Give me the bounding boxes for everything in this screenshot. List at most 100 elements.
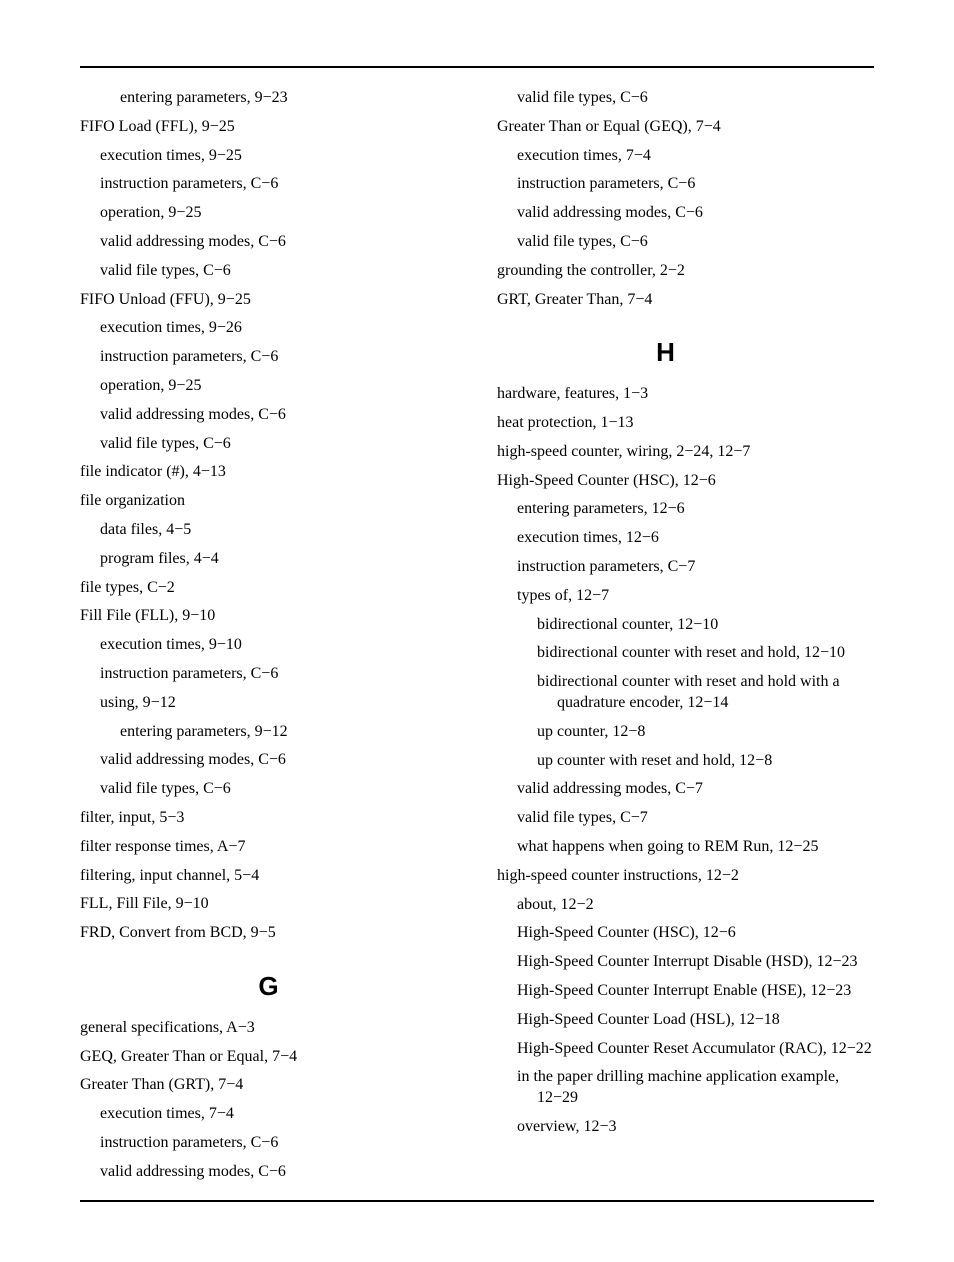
index-line: GEQ, Greater Than or Equal, 7−4	[80, 1047, 457, 1068]
index-line: in the paper drilling machine applicatio…	[497, 1067, 874, 1109]
left-group: Fill File (FLL), 9−10 execution times, 9−…	[80, 606, 457, 800]
index-line: instruction parameters, C−7	[497, 557, 874, 578]
index-line: overview, 12−3	[497, 1117, 874, 1138]
index-line: valid addressing modes, C−6	[497, 203, 874, 224]
left-group: file indicator (#), 4−13	[80, 462, 457, 483]
index-line: grounding the controller, 2−2	[497, 261, 874, 282]
index-line: valid addressing modes, C−6	[80, 405, 457, 426]
left-g-group: general specifications, A−3	[80, 1018, 457, 1039]
index-line: bidirectional counter with reset and hol…	[497, 672, 874, 714]
index-line: operation, 9−25	[80, 376, 457, 397]
index-line: valid addressing modes, C−6	[80, 750, 457, 771]
index-line: up counter with reset and hold, 12−8	[497, 751, 874, 772]
index-line: valid file types, C−7	[497, 808, 874, 829]
index-line: entering parameters, 9−23	[80, 88, 457, 109]
index-line: instruction parameters, C−6	[497, 174, 874, 195]
right-column: valid file types, C−6Greater Than or Equ…	[497, 88, 874, 1190]
left-group: FIFO Unload (FFU), 9−25 execution times, …	[80, 290, 457, 455]
index-line: general specifications, A−3	[80, 1018, 457, 1039]
index-line: Greater Than (GRT), 7−4	[80, 1075, 457, 1096]
index-line: execution times, 9−26	[80, 318, 457, 339]
top-rule	[80, 66, 874, 68]
index-line: about, 12−2	[497, 895, 874, 916]
index-line: program files, 4−4	[80, 549, 457, 570]
index-line: using, 9−12	[80, 693, 457, 714]
index-line: entering parameters, 12−6	[497, 499, 874, 520]
index-line: file types, C−2	[80, 578, 457, 599]
index-line: heat protection, 1−13	[497, 413, 874, 434]
index-line: valid addressing modes, C−6	[80, 1162, 457, 1183]
left-group: file types, C−2	[80, 578, 457, 599]
index-line: valid file types, C−6	[80, 261, 457, 282]
right-h-group: hardware, features, 1−3	[497, 384, 874, 405]
index-line: Greater Than or Equal (GEQ), 7−4	[497, 117, 874, 138]
index-line: execution times, 7−4	[497, 146, 874, 167]
index-line: types of, 12−7	[497, 586, 874, 607]
right-pre-group: GRT, Greater Than, 7−4	[497, 290, 874, 311]
left-group: entering parameters, 9−23	[80, 88, 457, 109]
left-group: filtering, input channel, 5−4	[80, 866, 457, 887]
index-line: High-Speed Counter Load (HSL), 12−18	[497, 1010, 874, 1031]
index-line: instruction parameters, C−6	[80, 174, 457, 195]
index-line: instruction parameters, C−6	[80, 1133, 457, 1154]
index-line: high-speed counter instructions, 12−2	[497, 866, 874, 887]
index-line: instruction parameters, C−6	[80, 664, 457, 685]
index-line: operation, 9−25	[80, 203, 457, 224]
index-line: execution times, 12−6	[497, 528, 874, 549]
index-line: bidirectional counter with reset and hol…	[497, 643, 874, 664]
right-pre-group: Greater Than or Equal (GEQ), 7−4 executio…	[497, 117, 874, 253]
right-h-group: high-speed counter, wiring, 2−24, 12−7	[497, 442, 874, 463]
index-line: High-Speed Counter Interrupt Enable (HSE…	[497, 981, 874, 1002]
index-line: filtering, input channel, 5−4	[80, 866, 457, 887]
index-line: filter, input, 5−3	[80, 808, 457, 829]
index-line: execution times, 7−4	[80, 1104, 457, 1125]
index-line: filter response times, A−7	[80, 837, 457, 858]
index-line: entering parameters, 9−12	[80, 722, 457, 743]
index-line: execution times, 9−10	[80, 635, 457, 656]
index-line: High-Speed Counter Interrupt Disable (HS…	[497, 952, 874, 973]
index-line: data files, 4−5	[80, 520, 457, 541]
right-pre-group: grounding the controller, 2−2	[497, 261, 874, 282]
left-group: filter response times, A−7	[80, 837, 457, 858]
index-line: high-speed counter, wiring, 2−24, 12−7	[497, 442, 874, 463]
index-line: what happens when going to REM Run, 12−2…	[497, 837, 874, 858]
index-line: GRT, Greater Than, 7−4	[497, 290, 874, 311]
index-line: file indicator (#), 4−13	[80, 462, 457, 483]
index-line: valid addressing modes, C−7	[497, 779, 874, 800]
index-line: FLL, Fill File, 9−10	[80, 894, 457, 915]
right-h-group: high-speed counter instructions, 12−2 abo…	[497, 866, 874, 1138]
index-line: up counter, 12−8	[497, 722, 874, 743]
right-h-group: heat protection, 1−13	[497, 413, 874, 434]
index-line: High-Speed Counter (HSC), 12−6	[497, 923, 874, 944]
section-letter-g: G	[80, 970, 457, 1004]
left-g-group: Greater Than (GRT), 7−4 execution times, …	[80, 1075, 457, 1182]
left-group: file organization data files, 4−5 program …	[80, 491, 457, 569]
right-h-group: High-Speed Counter (HSC), 12−6 entering p…	[497, 471, 874, 858]
right-pre-group: valid file types, C−6	[497, 88, 874, 109]
index-line: High-Speed Counter (HSC), 12−6	[497, 471, 874, 492]
index-line: valid file types, C−6	[80, 434, 457, 455]
index-line: valid addressing modes, C−6	[80, 232, 457, 253]
index-line: FIFO Unload (FFU), 9−25	[80, 290, 457, 311]
index-line: FRD, Convert from BCD, 9−5	[80, 923, 457, 944]
index-line: file organization	[80, 491, 457, 512]
left-group: FIFO Load (FFL), 9−25 execution times, 9−…	[80, 117, 457, 282]
bottom-rule	[80, 1200, 874, 1202]
left-group: FRD, Convert from BCD, 9−5	[80, 923, 457, 944]
left-group: FLL, Fill File, 9−10	[80, 894, 457, 915]
index-line: execution times, 9−25	[80, 146, 457, 167]
left-column: entering parameters, 9−23 FIFO Load (FFL)…	[80, 88, 457, 1190]
index-line: High-Speed Counter Reset Accumulator (RA…	[497, 1039, 874, 1060]
index-line: hardware, features, 1−3	[497, 384, 874, 405]
index-line: FIFO Load (FFL), 9−25	[80, 117, 457, 138]
left-group: filter, input, 5−3	[80, 808, 457, 829]
index-line: valid file types, C−6	[497, 232, 874, 253]
index-columns: entering parameters, 9−23 FIFO Load (FFL)…	[80, 88, 874, 1190]
section-letter-h: H	[457, 336, 874, 370]
index-line: Fill File (FLL), 9−10	[80, 606, 457, 627]
index-line: valid file types, C−6	[80, 779, 457, 800]
index-line: instruction parameters, C−6	[80, 347, 457, 368]
left-g-group: GEQ, Greater Than or Equal, 7−4	[80, 1047, 457, 1068]
index-line: valid file types, C−6	[497, 88, 874, 109]
index-line: bidirectional counter, 12−10	[497, 615, 874, 636]
